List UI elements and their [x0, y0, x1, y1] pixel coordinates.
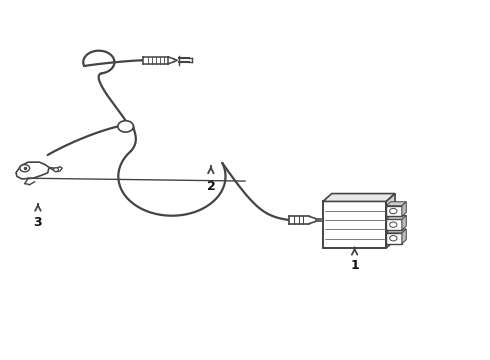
Polygon shape — [168, 57, 177, 64]
Polygon shape — [323, 194, 395, 202]
Polygon shape — [402, 202, 406, 216]
Polygon shape — [323, 202, 386, 248]
Text: 1: 1 — [350, 259, 359, 272]
Polygon shape — [289, 216, 320, 224]
Circle shape — [118, 121, 133, 132]
Text: 2: 2 — [206, 180, 215, 193]
Polygon shape — [386, 194, 395, 248]
Text: 3: 3 — [34, 216, 42, 229]
Polygon shape — [386, 215, 406, 219]
Polygon shape — [386, 206, 402, 216]
Polygon shape — [386, 202, 406, 206]
Polygon shape — [386, 229, 406, 233]
Polygon shape — [386, 219, 402, 230]
Circle shape — [20, 165, 30, 172]
Polygon shape — [49, 167, 62, 172]
Polygon shape — [16, 162, 49, 179]
Polygon shape — [386, 233, 402, 244]
Polygon shape — [402, 229, 406, 244]
Polygon shape — [143, 57, 168, 64]
Circle shape — [53, 168, 58, 171]
Polygon shape — [402, 215, 406, 230]
